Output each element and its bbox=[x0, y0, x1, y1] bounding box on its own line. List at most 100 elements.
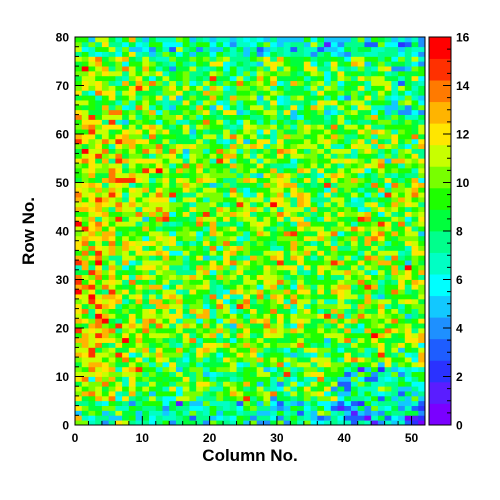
heatmap-cell bbox=[364, 245, 372, 251]
heatmap-cell bbox=[263, 192, 271, 198]
heatmap-cell bbox=[256, 197, 264, 203]
heatmap-cell bbox=[216, 66, 224, 72]
heatmap-cell bbox=[169, 395, 177, 402]
heatmap-cell bbox=[169, 119, 177, 125]
heatmap-cell bbox=[223, 342, 231, 348]
heatmap-cell bbox=[270, 405, 278, 411]
heatmap-cell bbox=[135, 361, 143, 368]
heatmap-cell bbox=[209, 274, 217, 280]
heatmap-cell bbox=[250, 279, 258, 285]
heatmap-cell bbox=[263, 376, 271, 382]
heatmap-cell bbox=[95, 415, 103, 421]
heatmap-cell bbox=[236, 289, 244, 295]
heatmap-cell bbox=[162, 46, 170, 52]
heatmap-cell bbox=[263, 41, 271, 48]
heatmap-cell bbox=[169, 420, 177, 426]
heatmap-cell bbox=[162, 37, 170, 43]
heatmap-cell bbox=[175, 114, 184, 120]
heatmap-cell bbox=[202, 284, 211, 290]
heatmap-cell bbox=[142, 357, 150, 363]
heatmap-cell bbox=[404, 192, 412, 198]
heatmap-cell bbox=[404, 289, 412, 295]
heatmap-cell bbox=[115, 70, 123, 77]
heatmap-cell bbox=[418, 119, 426, 125]
heatmap-cell bbox=[324, 124, 332, 130]
heatmap-cell bbox=[169, 400, 177, 406]
heatmap-cell bbox=[75, 366, 83, 373]
heatmap-cell bbox=[209, 206, 217, 212]
heatmap-cell bbox=[216, 376, 224, 382]
heatmap-cell bbox=[216, 221, 224, 227]
heatmap-cell bbox=[142, 328, 150, 334]
colorbar-swatch bbox=[429, 381, 451, 404]
heatmap-cell bbox=[350, 90, 359, 96]
heatmap-cell bbox=[108, 395, 116, 402]
heatmap-cell bbox=[209, 56, 217, 62]
heatmap-cell bbox=[135, 371, 143, 377]
heatmap-cell bbox=[223, 294, 231, 300]
heatmap-cell bbox=[243, 226, 251, 232]
heatmap-cell bbox=[229, 337, 237, 343]
heatmap-cell bbox=[250, 153, 258, 159]
heatmap-cell bbox=[202, 138, 211, 145]
heatmap-cell bbox=[303, 172, 311, 179]
heatmap-cell bbox=[88, 395, 96, 402]
heatmap-cell bbox=[95, 240, 103, 246]
heatmap-cell bbox=[337, 391, 345, 397]
heatmap-cell bbox=[418, 313, 426, 319]
heatmap-cell bbox=[270, 134, 278, 140]
colorbar-swatch bbox=[429, 187, 451, 210]
heatmap-cell bbox=[128, 197, 136, 203]
heatmap-cell bbox=[115, 148, 123, 154]
heatmap-cell bbox=[122, 41, 130, 48]
heatmap-cell bbox=[344, 303, 352, 309]
heatmap-cell bbox=[303, 366, 311, 373]
heatmap-cell bbox=[290, 371, 298, 377]
heatmap-cell bbox=[384, 46, 392, 52]
heatmap-cell bbox=[95, 216, 103, 222]
heatmap-cell bbox=[303, 260, 311, 266]
heatmap-cell bbox=[115, 95, 123, 101]
heatmap-cell bbox=[344, 192, 352, 198]
heatmap-cell bbox=[88, 124, 96, 130]
heatmap-cell bbox=[317, 391, 325, 397]
heatmap-cell bbox=[169, 114, 177, 120]
heatmap-cell bbox=[283, 391, 291, 397]
heatmap-cell bbox=[371, 231, 379, 237]
heatmap-cell bbox=[337, 235, 345, 242]
heatmap-cell bbox=[243, 415, 251, 421]
heatmap-cell bbox=[175, 250, 184, 256]
heatmap-cell bbox=[337, 371, 345, 377]
heatmap-cell bbox=[310, 303, 318, 309]
heatmap-cell bbox=[169, 274, 177, 280]
heatmap-cell bbox=[391, 332, 399, 339]
heatmap-cell bbox=[128, 211, 136, 217]
heatmap-cell bbox=[236, 192, 244, 198]
heatmap-cell bbox=[122, 206, 130, 212]
heatmap-cell bbox=[223, 206, 231, 212]
heatmap-cell bbox=[303, 37, 311, 43]
heatmap-cell bbox=[101, 371, 110, 377]
heatmap-cell bbox=[202, 114, 211, 120]
heatmap-cell bbox=[256, 80, 264, 86]
heatmap-cell bbox=[236, 245, 244, 251]
heatmap-cell bbox=[276, 400, 285, 406]
heatmap-cell bbox=[337, 158, 345, 164]
heatmap-cell bbox=[236, 308, 244, 314]
heatmap-cell bbox=[283, 206, 291, 212]
heatmap-cell bbox=[297, 70, 305, 77]
heatmap-cell bbox=[310, 405, 318, 411]
heatmap-cell bbox=[75, 361, 83, 368]
heatmap-cell bbox=[303, 240, 311, 246]
heatmap-cell bbox=[263, 400, 271, 406]
heatmap-cell bbox=[135, 119, 143, 125]
heatmap-cell bbox=[175, 323, 184, 329]
heatmap-cell bbox=[229, 109, 237, 115]
heatmap-cell bbox=[209, 391, 217, 397]
heatmap-cell bbox=[149, 134, 157, 140]
heatmap-cell bbox=[317, 337, 325, 343]
heatmap-cell bbox=[108, 182, 116, 188]
heatmap-cell bbox=[236, 163, 244, 169]
heatmap-cell bbox=[236, 153, 244, 159]
y-tick-label: 80 bbox=[56, 31, 70, 45]
